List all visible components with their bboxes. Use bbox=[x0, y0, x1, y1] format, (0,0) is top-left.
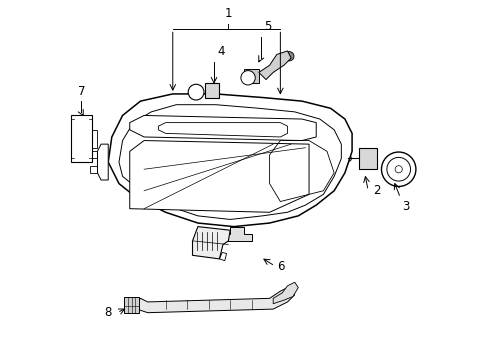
Polygon shape bbox=[192, 226, 230, 259]
Polygon shape bbox=[108, 94, 351, 226]
Circle shape bbox=[284, 51, 293, 61]
Circle shape bbox=[188, 84, 203, 100]
Polygon shape bbox=[273, 282, 298, 304]
Text: 2: 2 bbox=[373, 184, 380, 197]
Polygon shape bbox=[258, 51, 290, 80]
Polygon shape bbox=[137, 288, 294, 313]
Polygon shape bbox=[223, 226, 251, 241]
Text: 4: 4 bbox=[217, 45, 224, 58]
Polygon shape bbox=[244, 69, 258, 83]
Polygon shape bbox=[204, 83, 219, 98]
Polygon shape bbox=[124, 297, 139, 313]
Polygon shape bbox=[70, 116, 92, 162]
Text: 7: 7 bbox=[78, 85, 85, 98]
Circle shape bbox=[241, 71, 255, 85]
Circle shape bbox=[345, 156, 351, 161]
Text: 6: 6 bbox=[276, 260, 284, 273]
Polygon shape bbox=[359, 148, 376, 169]
Polygon shape bbox=[129, 140, 308, 212]
Polygon shape bbox=[97, 144, 108, 180]
Polygon shape bbox=[129, 116, 316, 140]
Text: 1: 1 bbox=[224, 8, 232, 21]
Text: 8: 8 bbox=[104, 306, 112, 319]
Text: 5: 5 bbox=[264, 20, 271, 33]
Text: 3: 3 bbox=[402, 200, 409, 213]
